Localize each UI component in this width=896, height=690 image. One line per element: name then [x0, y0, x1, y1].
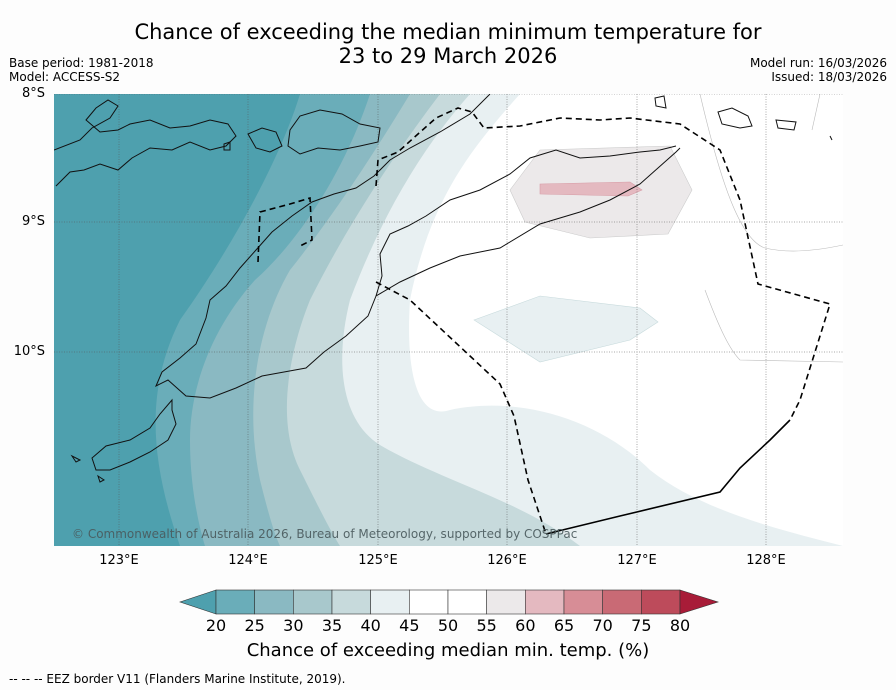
lon-label-125e: 125°E — [358, 553, 398, 568]
colorbar-tick-40: 40 — [360, 616, 381, 635]
colorbar-tick-50: 50 — [437, 616, 459, 635]
lat-label-8s: 8°S — [21, 86, 45, 101]
colorbar-tick-20: 20 — [205, 616, 227, 635]
colorbar-segment-35-40 — [331, 589, 371, 615]
issued-date: Issued: 18/03/2026 — [771, 70, 887, 84]
colorbar-segment-20-25 — [215, 589, 255, 615]
map-plot-area — [54, 94, 843, 546]
colorbar — [179, 589, 719, 615]
meta-left: Base period: 1981-2018 Model: ACCESS-S2 — [9, 56, 154, 84]
lat-label-10s: 10°S — [13, 344, 45, 359]
colorbar-segment-40-45 — [370, 589, 410, 615]
colorbar-tick-80: 80 — [669, 616, 691, 635]
colorbar-segment-45-50 — [409, 589, 449, 615]
colorbar-tick-65: 65 — [553, 616, 575, 635]
eez-border-solid-segment — [545, 419, 791, 535]
model-name: Model: ACCESS-S2 — [9, 70, 121, 84]
lon-label-126e: 126°E — [487, 553, 527, 568]
colorbar-tick-60: 60 — [515, 616, 536, 635]
colorbar-tick-70: 70 — [592, 616, 613, 635]
contour-line-east — [699, 94, 843, 252]
patch-40-45-south — [473, 295, 659, 363]
eez-border-west-enclave — [257, 196, 313, 263]
colorbar-label: Chance of exceeding median min. temp. (%… — [246, 640, 650, 661]
contour-line-se — [704, 289, 843, 363]
colorbar-extend-high — [679, 589, 719, 615]
title-line-2: 23 to 29 March 2026 — [338, 44, 558, 68]
contour-line-ne — [811, 94, 821, 131]
colorbar-segment-30-35 — [293, 589, 333, 615]
colorbar-segment-75-80 — [641, 589, 681, 615]
coast-small-island — [223, 141, 231, 151]
band-below-20 — [54, 94, 300, 546]
coast-alor-pantar — [247, 109, 381, 155]
colorbar-tick-35: 35 — [321, 616, 343, 635]
colorbar-tick-55: 55 — [476, 616, 497, 635]
lon-label-123e: 123°E — [99, 553, 139, 568]
colorbar-segment-50-55 — [447, 589, 487, 615]
eez-border-south — [375, 281, 547, 535]
colorbar-segment-65-70 — [563, 589, 603, 615]
lat-label-9s: 9°S — [21, 214, 45, 229]
colorbar-segment-60-65 — [525, 589, 565, 615]
lon-label-124e: 124°E — [228, 553, 268, 568]
eez-border-north — [375, 107, 832, 421]
eez-footnote: -- -- -- EEZ border V11 (Flanders Marine… — [9, 672, 346, 686]
patch-60-65-timor-leste — [539, 181, 643, 197]
colorbar-segment-25-30 — [254, 589, 294, 615]
colorbar-extend-low — [179, 589, 217, 615]
coast-timor-south-edge — [375, 147, 681, 297]
colorbar-tick-25: 25 — [244, 616, 265, 635]
title-line-1: Chance of exceeding the median minimum t… — [134, 20, 762, 44]
coast-roti-semau — [70, 398, 177, 483]
eez-border — [257, 107, 832, 535]
colorbar-tick-30: 30 — [283, 616, 304, 635]
meta-right: Model run: 16/03/2026 Issued: 18/03/2026 — [750, 56, 887, 84]
colorbar-segment-70-75 — [602, 589, 642, 615]
lon-label-128e: 128°E — [746, 553, 786, 568]
coastlines — [54, 94, 833, 483]
coast-timor — [155, 94, 677, 399]
coast-flores — [54, 99, 237, 187]
colorbar-segment-55-60 — [486, 589, 526, 615]
model-run: Model run: 16/03/2026 — [749, 56, 887, 70]
map-title: Chance of exceeding the median minimum t… — [0, 20, 896, 68]
base-period: Base period: 1981-2018 — [9, 56, 154, 70]
lon-label-127e: 127°E — [617, 553, 657, 568]
colorbar-tick-45: 45 — [399, 616, 420, 635]
colorbar-tick-75: 75 — [631, 616, 652, 635]
copyright-notice: © Commonwealth of Australia 2026, Bureau… — [72, 527, 578, 541]
coast-wetar — [654, 95, 833, 141]
